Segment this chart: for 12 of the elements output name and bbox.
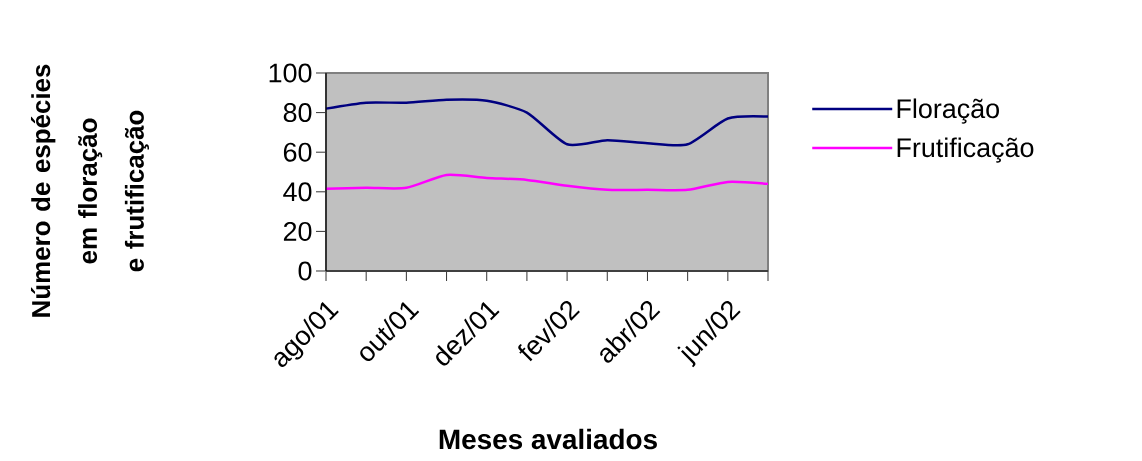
y-tick-label: 80 — [283, 103, 312, 123]
line-series — [324, 173, 770, 192]
legend-label: Floração — [897, 98, 999, 124]
y-tick-label: 20 — [283, 221, 312, 241]
x-axis-title: Meses avaliados — [439, 428, 657, 450]
y-tick-label: 0 — [298, 261, 312, 281]
legend-label: Frutificação — [897, 137, 1034, 163]
y-tick-label: 40 — [283, 182, 312, 202]
y-tick-label: 60 — [283, 142, 312, 162]
y-tick-label: 100 — [269, 63, 312, 83]
y-axis-title: Número de espécies em floração e frutificação — [30, 64, 150, 317]
line-series — [324, 98, 770, 147]
